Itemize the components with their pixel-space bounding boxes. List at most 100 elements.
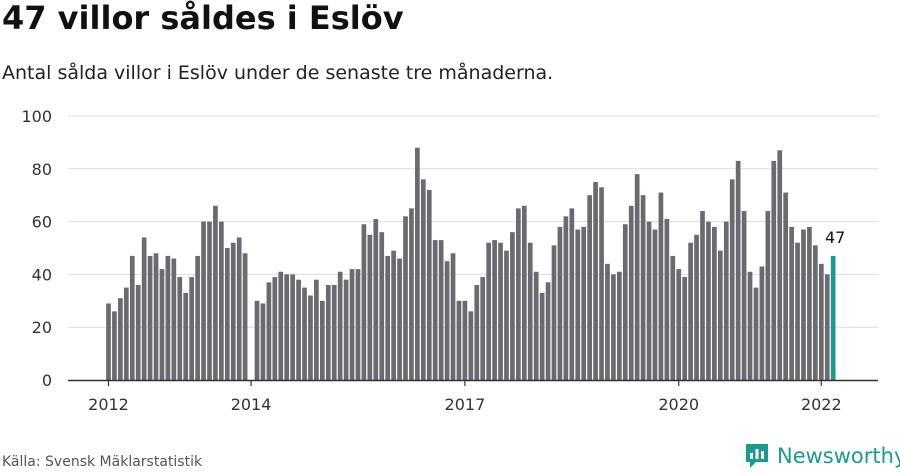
bar <box>159 269 165 380</box>
bar <box>468 311 474 380</box>
bar <box>147 255 153 380</box>
bar <box>658 192 664 380</box>
bar <box>474 284 480 380</box>
newsworthy-logo-icon <box>746 444 768 468</box>
bar <box>379 232 385 380</box>
bar <box>771 160 777 380</box>
x-tick-label: 2022 <box>801 395 842 414</box>
bar <box>438 240 444 380</box>
bar <box>545 282 551 380</box>
bar <box>361 224 367 380</box>
brand-name: Newsworthy <box>777 444 900 468</box>
bar <box>224 248 230 380</box>
bar <box>183 292 189 380</box>
bar <box>331 284 337 380</box>
bar <box>296 279 301 380</box>
bar <box>319 300 325 380</box>
bar <box>207 221 212 380</box>
bar <box>177 277 183 380</box>
bar <box>783 192 789 380</box>
bar <box>397 258 402 380</box>
bar <box>789 226 794 380</box>
bar <box>349 269 355 380</box>
bar <box>432 240 438 380</box>
bar <box>599 187 604 380</box>
bar <box>616 271 622 380</box>
bar <box>118 298 123 380</box>
bar <box>753 287 759 380</box>
bar <box>492 240 497 380</box>
x-tick-label: 2020 <box>658 395 699 414</box>
bar <box>153 253 159 380</box>
bar <box>213 205 218 380</box>
bar <box>652 229 658 380</box>
bar <box>409 208 414 380</box>
bar <box>747 271 753 380</box>
bar <box>141 237 147 380</box>
y-tick-label: 60 <box>32 213 52 232</box>
bar <box>290 274 295 380</box>
bar <box>201 221 206 380</box>
bar <box>189 277 195 380</box>
bar <box>717 250 723 380</box>
bar <box>480 277 486 380</box>
bar <box>337 271 343 380</box>
source-note: Källa: Svensk Mäklarstatistik <box>2 454 203 470</box>
bar <box>551 245 557 380</box>
bar <box>611 274 616 380</box>
bar <box>450 253 456 380</box>
y-tick-label: 80 <box>32 160 52 179</box>
y-tick-label: 20 <box>32 318 52 337</box>
bar <box>260 303 266 380</box>
bar <box>504 250 509 380</box>
bar <box>634 174 640 380</box>
y-tick-label: 100 <box>21 107 52 126</box>
bar <box>516 208 521 380</box>
bar <box>587 195 592 380</box>
bar <box>670 255 676 380</box>
bar <box>700 211 705 380</box>
bar <box>343 279 349 380</box>
bar <box>765 211 771 380</box>
bar <box>563 216 569 380</box>
bar <box>355 269 361 380</box>
bar <box>813 245 818 380</box>
bar <box>278 271 284 380</box>
highlighted-bar <box>830 255 836 380</box>
bar <box>171 258 177 380</box>
bar <box>373 218 379 380</box>
bar <box>302 287 307 380</box>
bar <box>456 300 462 380</box>
page-subtitle: Antal sålda villor i Eslöv under de sena… <box>2 62 554 84</box>
bar <box>706 221 711 380</box>
bar <box>391 250 396 380</box>
bar <box>123 287 129 380</box>
newsworthy-brand[interactable]: Newsworthy <box>744 442 900 470</box>
bar <box>135 284 141 380</box>
bar <box>741 211 747 380</box>
bar <box>284 274 290 380</box>
bar <box>165 255 171 380</box>
bar <box>759 266 765 380</box>
bar <box>230 242 236 380</box>
bar <box>628 205 634 380</box>
bar <box>521 205 527 380</box>
bar <box>581 226 587 380</box>
y-tick-label: 0 <box>42 371 52 390</box>
bar <box>575 229 581 380</box>
bar <box>403 216 408 380</box>
bar <box>527 242 533 380</box>
bar <box>533 271 539 380</box>
bar <box>106 303 111 380</box>
bar <box>622 224 628 380</box>
bar <box>195 255 200 380</box>
bar <box>254 300 260 380</box>
data-label: 47 <box>825 228 845 247</box>
bar <box>676 269 682 380</box>
y-tick-label: 40 <box>32 265 52 284</box>
bar <box>807 226 812 380</box>
bar <box>777 150 783 380</box>
bar <box>723 221 729 380</box>
x-tick-label: 2012 <box>88 395 129 414</box>
bar <box>486 242 492 380</box>
